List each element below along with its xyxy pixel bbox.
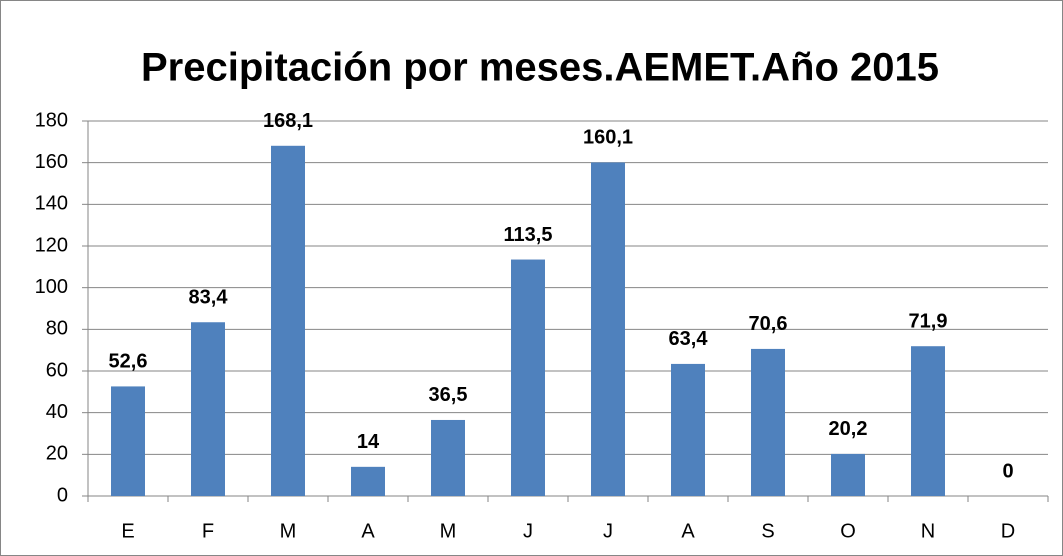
data-label: 168,1 [263, 110, 313, 132]
y-tick-label: 120 [35, 234, 68, 256]
bar [431, 419, 465, 496]
data-label: 160,1 [583, 127, 633, 149]
x-tick-label: M [440, 520, 457, 542]
bar [191, 322, 225, 496]
y-tick-label: 40 [46, 401, 68, 423]
x-tick-label: D [1001, 520, 1015, 542]
data-label: 36,5 [429, 384, 468, 406]
chart-title: Precipitación por meses.AEMET.Año 2015 [141, 46, 939, 90]
data-label: 71,9 [909, 310, 948, 332]
data-label: 70,6 [749, 313, 788, 335]
bar [111, 386, 145, 496]
y-tick-label: 180 [35, 109, 68, 131]
x-tick-label: O [840, 520, 856, 542]
data-label: 83,4 [189, 287, 229, 309]
data-label: 52,6 [109, 351, 148, 373]
y-tick-label: 20 [46, 443, 68, 465]
bar [751, 348, 785, 496]
y-tick-label: 80 [46, 318, 68, 340]
x-tick-label: E [121, 520, 134, 542]
bar [911, 346, 945, 496]
x-tick-label: A [361, 520, 375, 542]
bar [271, 145, 305, 496]
x-tick-label: F [202, 520, 214, 542]
x-tick-label: S [761, 520, 774, 542]
x-tick-label: A [681, 520, 695, 542]
data-label: 113,5 [504, 224, 553, 246]
bar [831, 453, 865, 496]
bar [591, 162, 625, 497]
bar [671, 363, 705, 496]
data-label: 14 [357, 431, 380, 453]
y-tick-label: 60 [46, 359, 68, 381]
y-tick-label: 140 [35, 193, 68, 215]
y-tick-label: 160 [35, 151, 68, 173]
x-tick-label: N [921, 520, 935, 542]
data-label: 20,2 [829, 418, 868, 440]
y-tick-label: 0 [57, 484, 68, 506]
x-tick-label: J [523, 520, 533, 542]
y-tick-label: 100 [35, 276, 68, 298]
x-tick-label: J [603, 520, 613, 542]
bar [511, 259, 545, 496]
data-label: 63,4 [669, 328, 709, 350]
data-label: 0 [1002, 460, 1013, 482]
bar [351, 466, 385, 496]
x-tick-label: M [280, 520, 297, 542]
